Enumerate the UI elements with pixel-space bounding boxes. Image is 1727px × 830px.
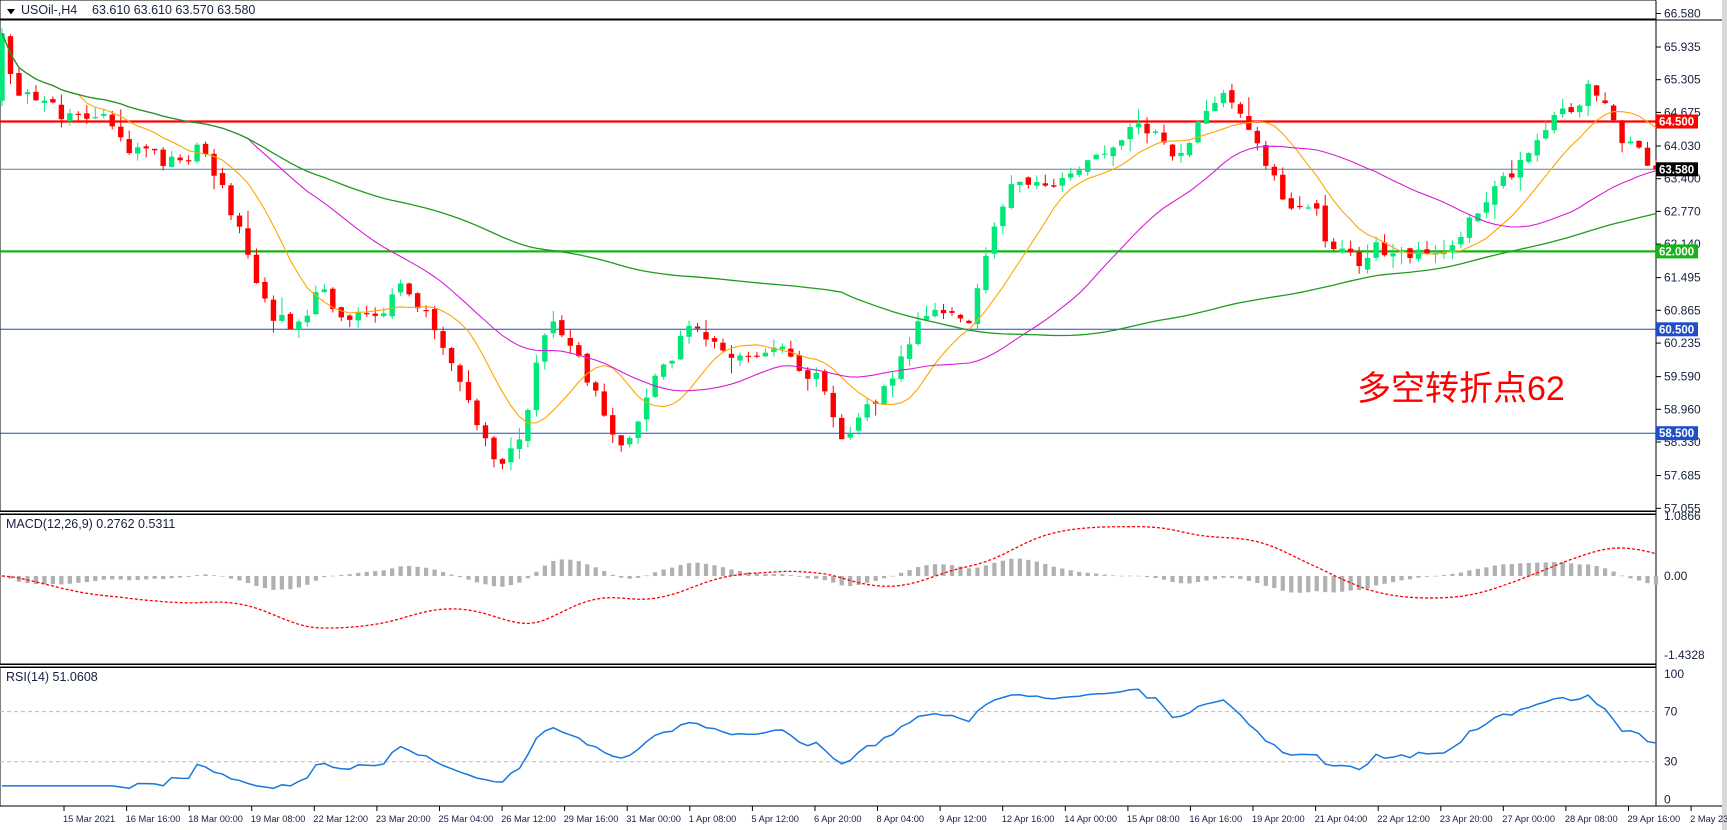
svg-text:28 Apr 08:00: 28 Apr 08:00 bbox=[1565, 814, 1618, 824]
svg-text:21 Apr 04:00: 21 Apr 04:00 bbox=[1315, 814, 1368, 824]
svg-text:63.610 63.610 63.570 63.580: 63.610 63.610 63.570 63.580 bbox=[92, 3, 255, 17]
svg-text:16 Apr 16:00: 16 Apr 16:00 bbox=[1189, 814, 1242, 824]
svg-text:58.500: 58.500 bbox=[1659, 428, 1694, 440]
svg-text:58.960: 58.960 bbox=[1664, 402, 1701, 416]
svg-text:60.235: 60.235 bbox=[1664, 336, 1701, 350]
svg-text:RSI(14) 51.0608: RSI(14) 51.0608 bbox=[6, 670, 98, 684]
svg-text:23 Mar 20:00: 23 Mar 20:00 bbox=[376, 814, 431, 824]
svg-text:29 Apr 16:00: 29 Apr 16:00 bbox=[1628, 814, 1681, 824]
svg-text:19 Apr 20:00: 19 Apr 20:00 bbox=[1252, 814, 1305, 824]
svg-text:61.495: 61.495 bbox=[1664, 271, 1701, 285]
svg-text:5 Apr 12:00: 5 Apr 12:00 bbox=[751, 814, 799, 824]
svg-text:64.500: 64.500 bbox=[1659, 117, 1694, 129]
svg-text:62.000: 62.000 bbox=[1659, 246, 1694, 258]
svg-text:1.0866: 1.0866 bbox=[1664, 509, 1701, 523]
svg-text:USOil-,H4: USOil-,H4 bbox=[21, 3, 77, 17]
svg-text:8 Apr 04:00: 8 Apr 04:00 bbox=[877, 814, 925, 824]
svg-text:22 Apr 12:00: 22 Apr 12:00 bbox=[1377, 814, 1430, 824]
svg-text:22 Mar 12:00: 22 Mar 12:00 bbox=[313, 814, 368, 824]
svg-text:59.590: 59.590 bbox=[1664, 370, 1701, 384]
svg-text:15 Mar 2021: 15 Mar 2021 bbox=[63, 814, 115, 824]
svg-text:100: 100 bbox=[1664, 667, 1684, 681]
svg-text:1 Apr 08:00: 1 Apr 08:00 bbox=[689, 814, 737, 824]
svg-text:29 Mar 16:00: 29 Mar 16:00 bbox=[564, 814, 619, 824]
svg-text:18 Mar 00:00: 18 Mar 00:00 bbox=[188, 814, 243, 824]
svg-text:14 Apr 00:00: 14 Apr 00:00 bbox=[1064, 814, 1117, 824]
svg-text:23 Apr 20:00: 23 Apr 20:00 bbox=[1440, 814, 1493, 824]
svg-text:64.030: 64.030 bbox=[1664, 139, 1701, 153]
svg-text:65.305: 65.305 bbox=[1664, 73, 1701, 87]
svg-text:27 Apr 00:00: 27 Apr 00:00 bbox=[1502, 814, 1555, 824]
svg-text:6 Apr 20:00: 6 Apr 20:00 bbox=[814, 814, 862, 824]
svg-text:25 Mar 04:00: 25 Mar 04:00 bbox=[439, 814, 494, 824]
svg-text:57.685: 57.685 bbox=[1664, 469, 1701, 483]
svg-text:31 Mar 00:00: 31 Mar 00:00 bbox=[626, 814, 681, 824]
svg-text:65.935: 65.935 bbox=[1664, 40, 1701, 54]
svg-text:2 May 23:00: 2 May 23:00 bbox=[1690, 814, 1727, 824]
svg-text:19 Mar 08:00: 19 Mar 08:00 bbox=[251, 814, 306, 824]
svg-text:-1.4328: -1.4328 bbox=[1664, 648, 1705, 662]
svg-text:多空转折点62: 多空转折点62 bbox=[1357, 370, 1565, 408]
svg-text:0.00: 0.00 bbox=[1664, 569, 1688, 583]
svg-text:0: 0 bbox=[1664, 792, 1671, 806]
svg-text:MACD(12,26,9) 0.2762 0.5311: MACD(12,26,9) 0.2762 0.5311 bbox=[6, 517, 175, 531]
svg-text:9 Apr 12:00: 9 Apr 12:00 bbox=[939, 814, 987, 824]
svg-text:60.865: 60.865 bbox=[1664, 303, 1701, 317]
svg-text:30: 30 bbox=[1664, 755, 1678, 769]
svg-text:16 Mar 16:00: 16 Mar 16:00 bbox=[126, 814, 181, 824]
svg-text:60.500: 60.500 bbox=[1659, 324, 1694, 336]
svg-text:62.770: 62.770 bbox=[1664, 204, 1701, 218]
svg-text:26 Mar 12:00: 26 Mar 12:00 bbox=[501, 814, 556, 824]
svg-text:15 Apr 08:00: 15 Apr 08:00 bbox=[1127, 814, 1180, 824]
svg-text:66.580: 66.580 bbox=[1664, 7, 1701, 21]
svg-text:63.580: 63.580 bbox=[1659, 164, 1694, 176]
svg-text:70: 70 bbox=[1664, 705, 1678, 719]
svg-text:12 Apr 16:00: 12 Apr 16:00 bbox=[1002, 814, 1055, 824]
